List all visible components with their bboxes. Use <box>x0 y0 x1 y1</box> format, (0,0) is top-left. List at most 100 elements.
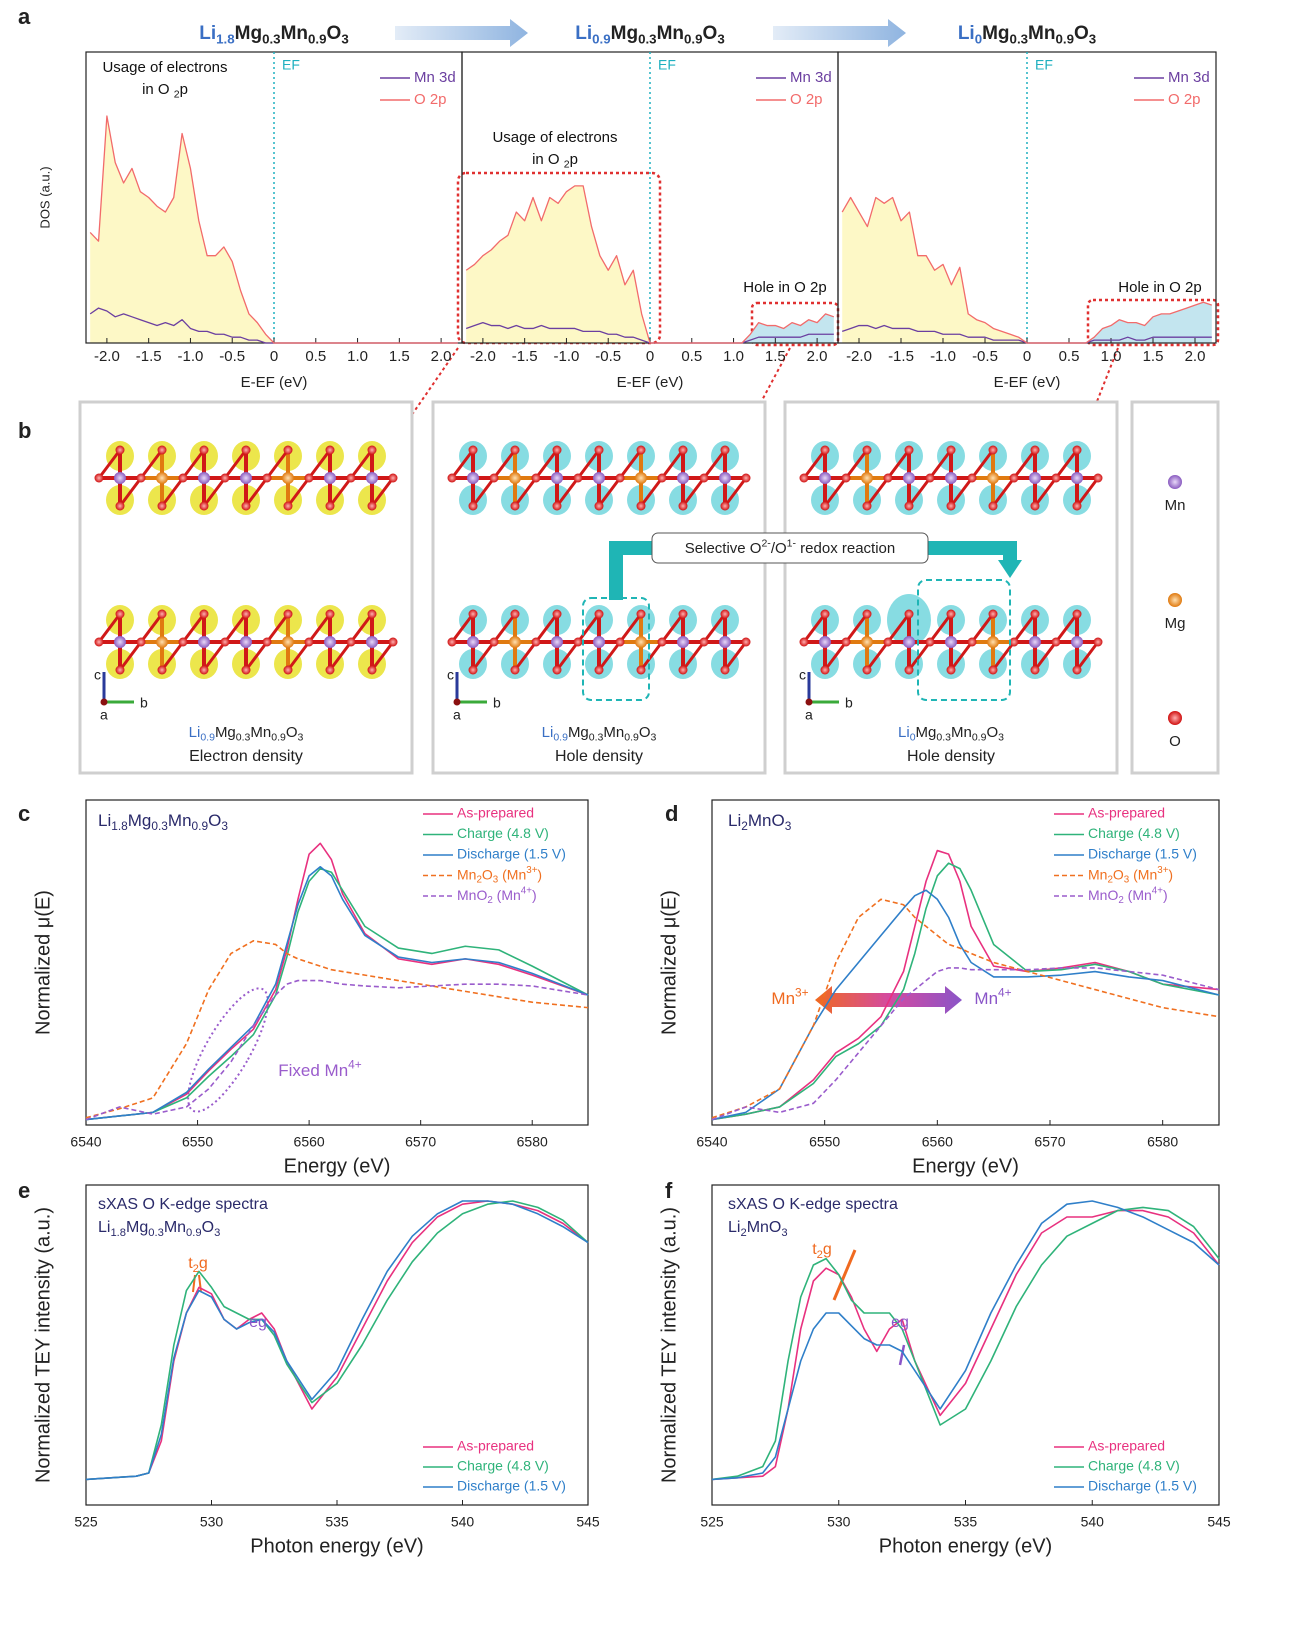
atom <box>511 446 520 455</box>
atom <box>1029 472 1041 484</box>
x-tick-label: 6570 <box>405 1134 436 1150</box>
atom <box>800 474 809 483</box>
x-axis-label: Energy (eV) <box>284 1155 391 1177</box>
legend-label: Mn <box>1165 497 1186 514</box>
atom <box>158 446 167 455</box>
annotation: eg <box>249 1314 267 1331</box>
atom <box>679 666 688 675</box>
x-tick-label: 540 <box>1081 1514 1105 1530</box>
x-axis-label: E-EF (eV) <box>994 374 1061 391</box>
x-axis-label: E-EF (eV) <box>241 374 308 391</box>
atom <box>968 638 977 647</box>
x-tick-label: 6560 <box>294 1134 325 1150</box>
x-tick-label: 6550 <box>809 1134 840 1150</box>
atom <box>158 666 167 675</box>
atom <box>677 472 689 484</box>
atom <box>1052 638 1061 647</box>
x-tick-label: 525 <box>74 1514 98 1530</box>
annotation: Li2MnO3 <box>728 1219 788 1239</box>
atom <box>926 638 935 647</box>
axis-name: c <box>799 667 806 683</box>
atom <box>574 638 583 647</box>
atom <box>95 638 104 647</box>
panel-label: f <box>665 1178 673 1203</box>
atom <box>595 446 604 455</box>
figure: Selective O2-/O1- redox reaction EF-2.0-… <box>0 0 1297 1646</box>
atom <box>721 666 730 675</box>
legend-label: MnO2 (Mn4+) <box>457 885 537 906</box>
atom <box>635 636 647 648</box>
atom <box>719 472 731 484</box>
legend-atom <box>1168 593 1182 607</box>
atom <box>1029 636 1041 648</box>
atom <box>116 446 125 455</box>
atom <box>800 638 809 647</box>
axis-name: a <box>805 707 813 723</box>
atom <box>137 638 146 647</box>
atom <box>819 472 831 484</box>
atom <box>305 474 314 483</box>
atom <box>989 446 998 455</box>
axis-origin <box>806 699 813 706</box>
atom <box>616 474 625 483</box>
annotation: Usage of electrons <box>102 59 227 76</box>
x-tick-label: 0.5 <box>681 348 702 365</box>
annotation: Usage of electrons <box>492 129 617 146</box>
annotation: Mn4+ <box>974 986 1011 1009</box>
atom <box>821 502 830 511</box>
atom <box>863 502 872 511</box>
atom <box>347 638 356 647</box>
x-tick-label: 545 <box>1207 1514 1231 1530</box>
atom <box>679 610 688 619</box>
x-tick-label: -2.0 <box>846 348 872 365</box>
fermi-label: EF <box>658 57 676 73</box>
x-tick-label: 6570 <box>1034 1134 1065 1150</box>
atom <box>448 474 457 483</box>
annotation: Fixed Mn4+ <box>278 1058 362 1081</box>
atom <box>263 638 272 647</box>
atom <box>114 472 126 484</box>
annotation: t2g <box>812 1241 832 1261</box>
atom <box>200 446 209 455</box>
atom <box>389 638 398 647</box>
axis-name: b <box>845 695 853 711</box>
atom <box>551 636 563 648</box>
atom <box>1071 636 1083 648</box>
x-tick-label: -0.5 <box>219 348 245 365</box>
atom <box>842 638 851 647</box>
x-tick-label: 0.5 <box>305 348 326 365</box>
atom <box>511 666 520 675</box>
legend-label: Discharge (1.5 V) <box>457 1478 566 1494</box>
atom <box>1052 474 1061 483</box>
atom <box>721 502 730 511</box>
series-line <box>712 899 1219 1117</box>
atom <box>284 610 293 619</box>
atom <box>242 502 251 511</box>
x-tick-label: 0.5 <box>1059 348 1080 365</box>
atom <box>490 474 499 483</box>
header-arrow <box>773 19 906 47</box>
annotation: Li2MnO3 <box>728 811 792 833</box>
atom <box>200 666 209 675</box>
atom <box>616 638 625 647</box>
atom <box>389 474 398 483</box>
x-tick-label: 1.0 <box>1101 348 1122 365</box>
atom <box>467 636 479 648</box>
atom <box>263 474 272 483</box>
atom <box>679 446 688 455</box>
atom <box>200 502 209 511</box>
x-axis-label: Photon energy (eV) <box>879 1535 1052 1557</box>
annotation: Hole in O 2p <box>1118 279 1201 296</box>
atom <box>658 474 667 483</box>
atom <box>469 502 478 511</box>
atom <box>116 666 125 675</box>
legend-label: Charge (4.8 V) <box>457 1458 549 1474</box>
x-tick-label: 6540 <box>696 1134 727 1150</box>
x-tick-label: 540 <box>451 1514 475 1530</box>
structure-caption: Hole density <box>907 748 995 765</box>
x-tick-label: 6550 <box>182 1134 213 1150</box>
atom <box>368 610 377 619</box>
x-tick-label: 525 <box>700 1514 724 1530</box>
atom <box>863 446 872 455</box>
atom <box>511 610 520 619</box>
